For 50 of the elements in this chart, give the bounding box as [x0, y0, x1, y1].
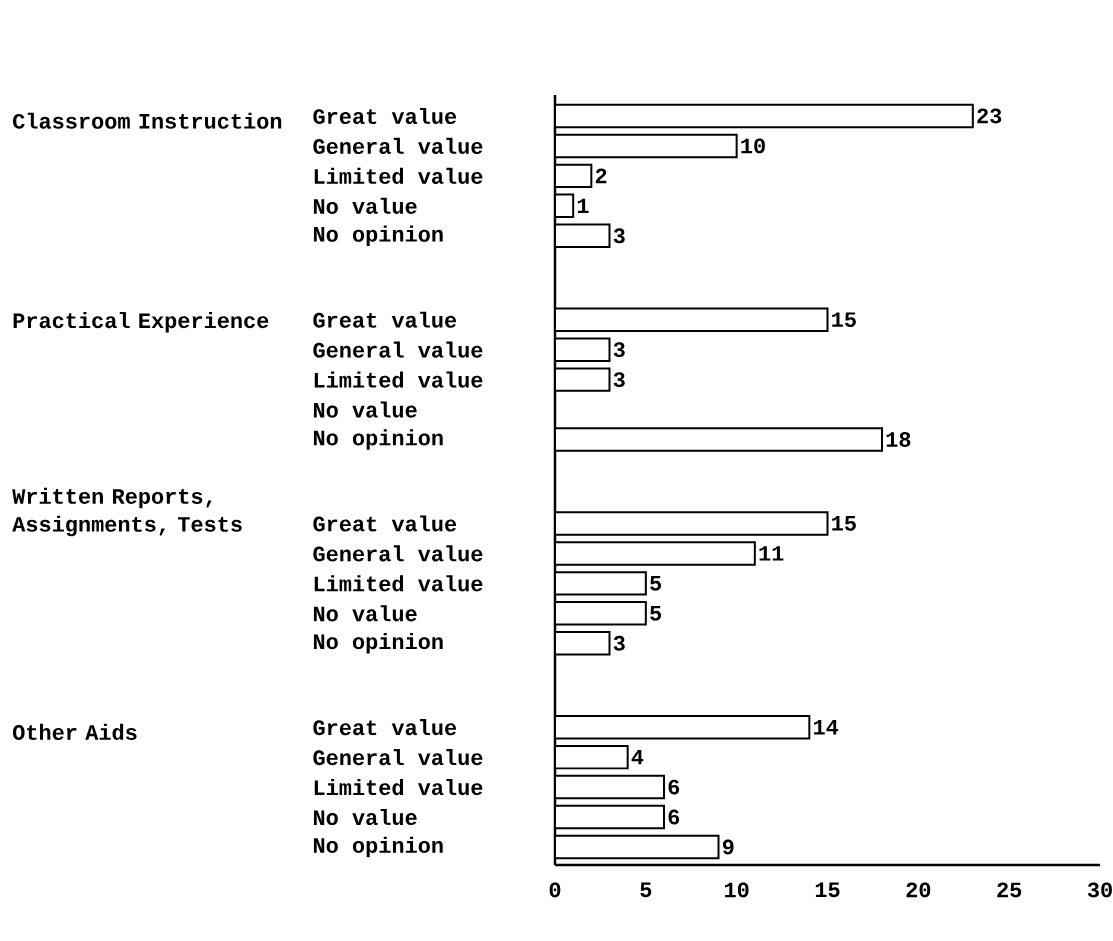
data-label: 15 [832, 516, 856, 531]
y-tick-label: General value [313, 749, 483, 766]
x-tick-label: 30 [1087, 882, 1112, 898]
y-tick-label: Limited value [314, 167, 483, 184]
y-tick-label: General value [313, 341, 483, 358]
data-label: 10 [741, 138, 765, 154]
data-label: 3 [613, 228, 625, 244]
y-tick-label: No opinion [313, 633, 443, 654]
y-tick-label: No opinion [313, 836, 443, 858]
y-tick-label: No value [313, 605, 417, 622]
y-tick-label: No opinion [313, 429, 443, 450]
data-label: 14 [814, 719, 839, 735]
text: Written Reports, Assignments, Tests [12, 487, 242, 537]
x-tick-label: 20 [906, 882, 931, 898]
data-label: 15 [832, 312, 856, 328]
y-tick-label: Limited value [314, 575, 483, 592]
data-label: 1 [577, 198, 589, 214]
x-tick-label: 10 [725, 882, 749, 898]
y-tick-label: No value [313, 401, 417, 418]
x-tick-label: 5 [640, 882, 652, 898]
data-label: 18 [886, 432, 911, 447]
y-tick-label: No opinion [313, 225, 443, 247]
y-tick-label: Great value [313, 107, 457, 125]
data-label: 3 [613, 372, 625, 388]
text: Classroom Instruction [13, 112, 282, 129]
y-tick-label: Limited value [314, 371, 483, 388]
y-tick-label: No value [313, 809, 417, 826]
data-label: 11 [759, 546, 784, 561]
data-label: 3 [613, 342, 625, 358]
data-label: 3 [613, 635, 625, 651]
y-tick-label: Great value [313, 311, 457, 328]
data-label: 2 [595, 168, 607, 184]
data-label: 5 [650, 606, 662, 621]
data-label: 6 [668, 809, 680, 825]
data-label: 4 [631, 749, 644, 765]
y-tick-label: General value [313, 545, 483, 562]
y-tick-label: Great value [313, 719, 457, 736]
text: Practical Experience [13, 312, 269, 333]
y-tick-label: Great value [313, 515, 457, 532]
y-tick-label: General value [313, 137, 483, 154]
x-tick-label: 15 [815, 882, 840, 898]
data-label: 6 [668, 779, 680, 795]
x-tick-label: 25 [997, 882, 1022, 898]
text: Other Aids [12, 723, 137, 740]
y-tick-label: Limited value [314, 779, 483, 796]
data-label: 5 [650, 576, 662, 591]
y-tick-label: No value [313, 197, 417, 214]
data-label: 23 [977, 108, 1002, 124]
x-tick-label: 0 [549, 882, 561, 898]
data-label: 9 [722, 839, 734, 855]
